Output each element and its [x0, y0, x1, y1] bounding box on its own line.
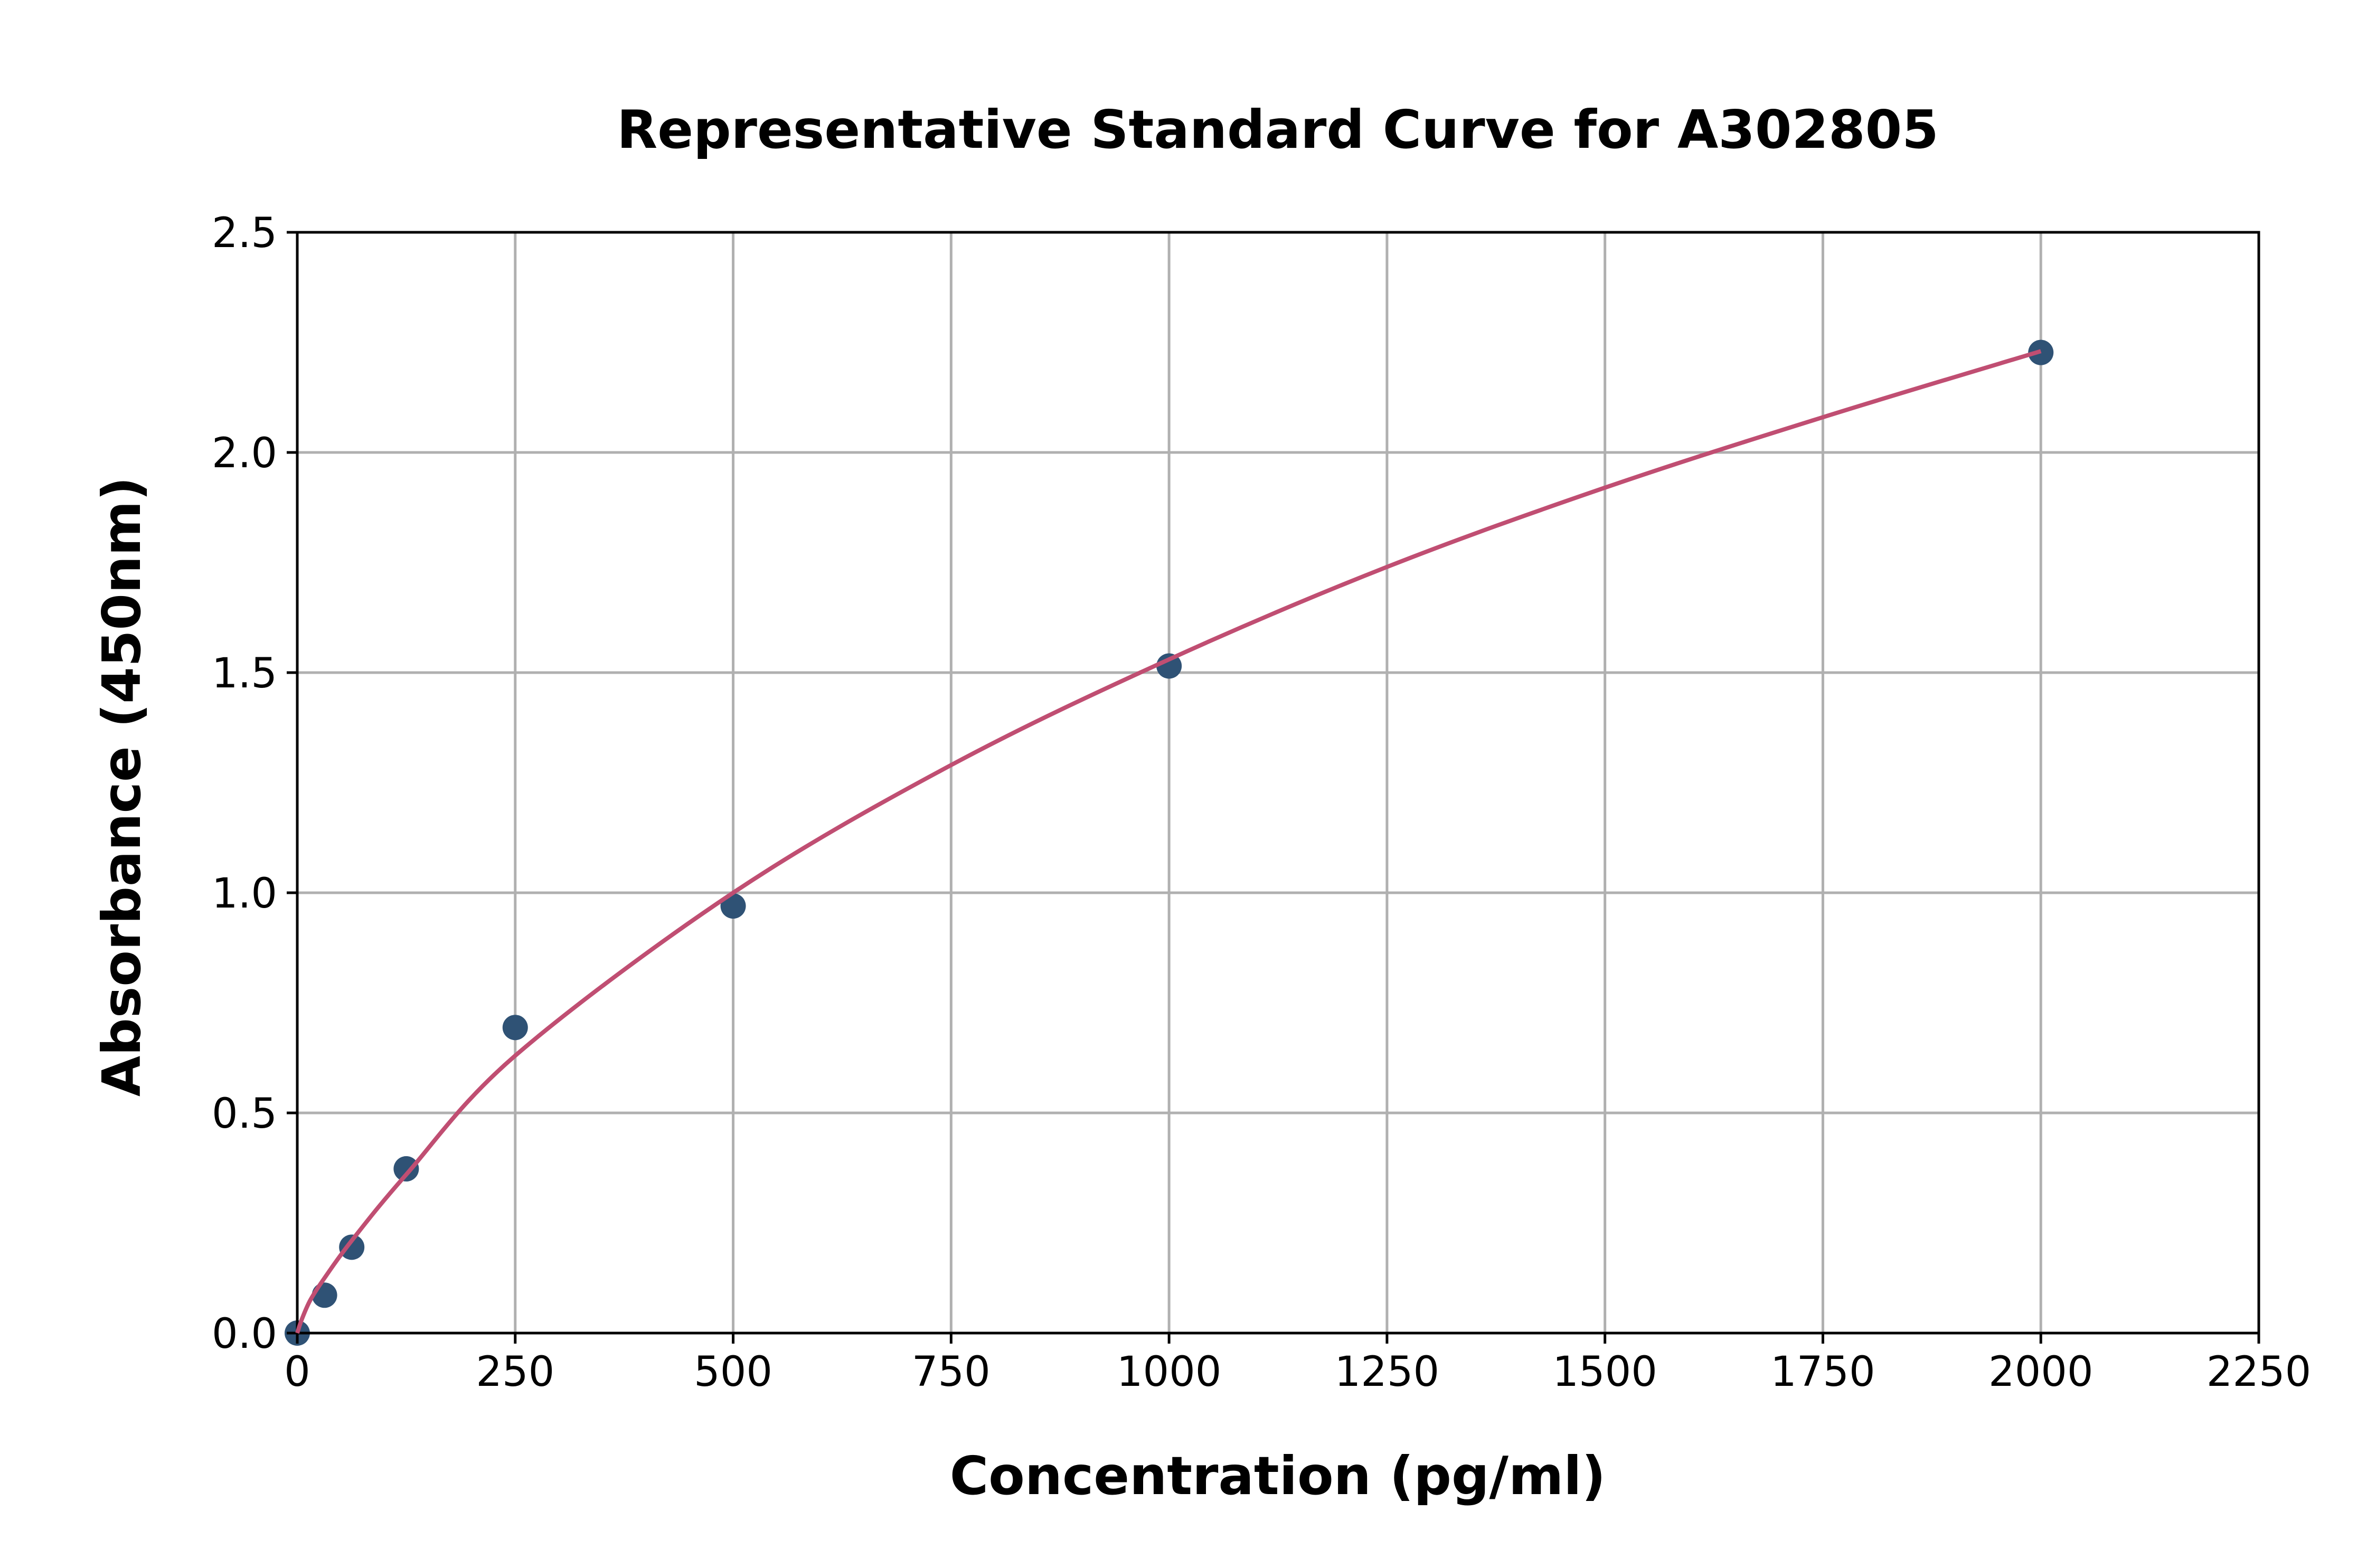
- y-tick-label: 0.5: [212, 1090, 277, 1138]
- fit-curve: [295, 349, 2042, 1334]
- y-tick-label: 1.0: [212, 870, 277, 918]
- x-axis-ticks: 0 250 500 750 1000 1250 1500 1750 2000 2250: [284, 1333, 2311, 1396]
- x-tick-label: 1250: [1335, 1348, 1440, 1396]
- y-tick-label: 1.5: [212, 650, 277, 697]
- x-tick-label: 0: [284, 1348, 310, 1396]
- data-point: [502, 1015, 528, 1041]
- y-tick-label: 0.0: [212, 1310, 277, 1358]
- plot-frame: [296, 231, 2260, 1335]
- y-tick-label: 2.0: [212, 430, 277, 477]
- data-point: [393, 1156, 419, 1182]
- y-tick-label: 2.5: [212, 210, 277, 257]
- x-axis-title: Concentration (pg/ml): [950, 1445, 1606, 1507]
- y-axis-ticks: 0.0 0.5 1.0 1.5 2.0 2.5: [212, 210, 297, 1358]
- data-point: [1156, 653, 1182, 679]
- x-tick-label: 1500: [1552, 1348, 1657, 1396]
- x-tick-label: 250: [476, 1348, 554, 1396]
- x-tick-label: 1750: [1770, 1348, 1875, 1396]
- x-tick-label: 2250: [2207, 1348, 2312, 1396]
- x-tick-label: 750: [912, 1348, 991, 1396]
- data-point: [312, 1282, 337, 1308]
- data-point: [720, 893, 746, 919]
- x-tick-label: 1000: [1117, 1348, 1222, 1396]
- fit-curve-group: [295, 349, 2042, 1334]
- x-tick-label: 2000: [1988, 1348, 2094, 1396]
- grid: [296, 231, 2260, 1335]
- y-axis-title: Absorbance (450nm): [91, 477, 153, 1097]
- data-point: [339, 1234, 365, 1260]
- chart-title: Representative Standard Curve for A30280…: [617, 99, 1938, 160]
- x-tick-label: 500: [694, 1348, 772, 1396]
